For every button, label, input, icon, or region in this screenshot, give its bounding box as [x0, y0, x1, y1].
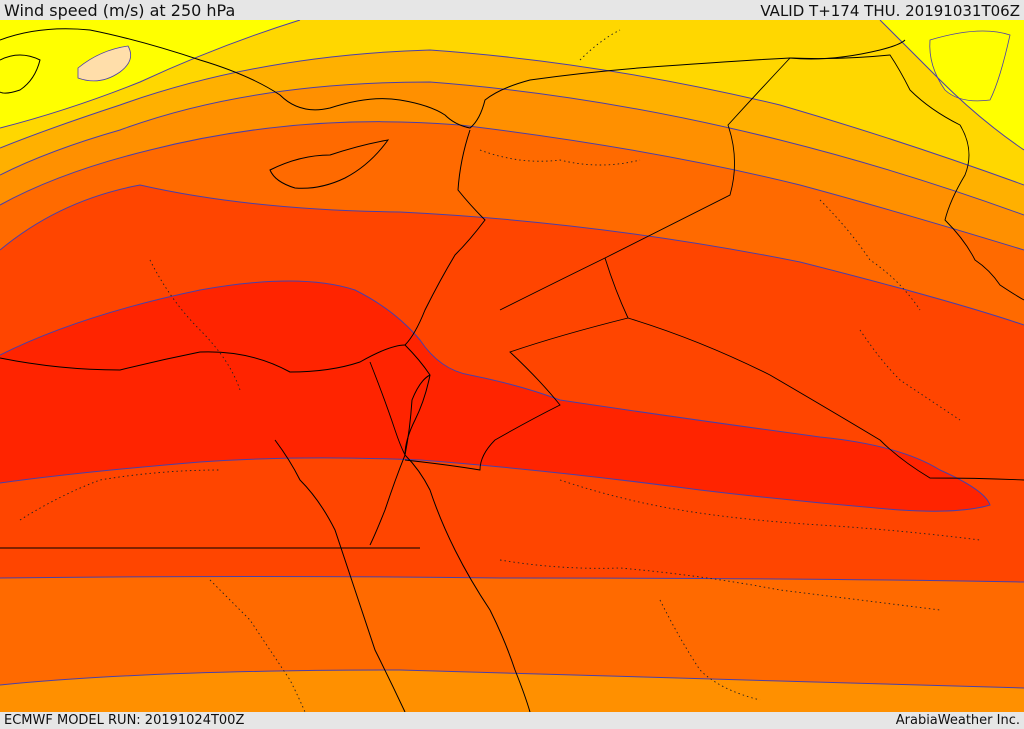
coast-levant	[404, 129, 486, 346]
header-bar: Wind speed (m/s) at 250 hPa VALID T+174 …	[0, 0, 1024, 20]
border-dotted-7	[579, 29, 621, 61]
contour-8	[0, 669, 1024, 689]
border-dotted-3	[559, 479, 981, 541]
band-north-3	[0, 20, 1024, 185]
coast-gulf-aqaba	[404, 374, 431, 456]
coast-turkey	[0, 28, 906, 129]
border-dotted-1	[479, 149, 641, 166]
wind-speed-map	[0, 20, 1024, 712]
contour-5	[0, 184, 1024, 326]
border-dotted-8	[149, 259, 241, 391]
border-sinai	[369, 361, 406, 456]
coast-aegean-islands	[0, 54, 41, 94]
footer-bar: ECMWF MODEL RUN: 20191024T00Z ArabiaWeat…	[0, 712, 1024, 729]
contour-6	[0, 280, 991, 512]
band-core	[0, 281, 990, 512]
border-syria-iraq	[499, 57, 791, 311]
contour-1	[0, 20, 301, 129]
band-north-4	[0, 20, 300, 128]
map-title: Wind speed (m/s) at 250 hPa	[4, 1, 236, 20]
border-iraq-saudi	[627, 317, 1024, 481]
coast-egypt-north	[0, 344, 406, 373]
border-dotted-4	[499, 559, 941, 611]
band-pale-patch	[77, 45, 132, 82]
border-iraq-iran	[789, 54, 1024, 301]
coast-cyprus	[269, 139, 390, 189]
model-run: ECMWF MODEL RUN: 20191024T00Z	[4, 713, 245, 728]
brand-credit: ArabiaWeather Inc.	[895, 713, 1020, 728]
coast-sinai-west	[274, 439, 406, 712]
contour-3	[0, 81, 1024, 216]
border-jordan-saudi	[404, 257, 629, 471]
valid-time: VALID T+174 THU. 20191031T06Z	[760, 2, 1020, 20]
coast-red-sea-east	[404, 454, 531, 712]
contour-4	[0, 121, 1024, 251]
contour-ne	[879, 20, 1024, 151]
border-dotted-5	[19, 469, 221, 521]
contour-2	[0, 49, 1024, 186]
contour-7	[0, 576, 1024, 583]
border-dotted-10	[859, 329, 961, 421]
